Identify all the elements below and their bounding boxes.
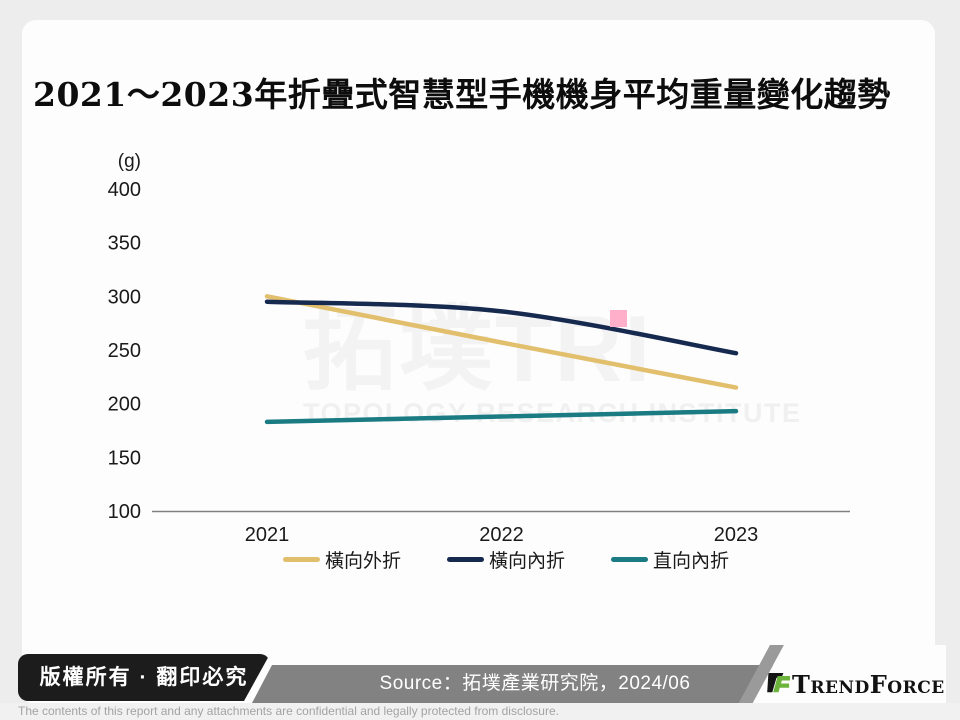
legend-item-outward-horizontal-fold: 橫向外折 <box>283 546 401 573</box>
copyright-bar: 版權所有 · 翻印必究 <box>18 654 270 701</box>
slide-card <box>22 20 935 705</box>
legend-swatch-gold <box>283 557 320 562</box>
trendforce-logo: TrendForce <box>750 645 946 708</box>
disclaimer-strip: The contents of this report and any atta… <box>0 703 960 720</box>
legend-swatch-teal <box>611 557 649 562</box>
source-text: Source：拓墣產業研究院，2024/06 <box>379 673 691 694</box>
legend-label: 橫向外折 <box>325 551 402 572</box>
trendforce-wordmark: TrendForce <box>792 670 945 699</box>
legend-swatch-navy <box>447 557 485 562</box>
legend-label: 直向內折 <box>653 551 730 572</box>
legend-label: 橫向內折 <box>489 551 566 572</box>
pink-highlight-marker <box>610 310 628 328</box>
source-bar: Source：拓墣產業研究院，2024/06 <box>252 665 818 703</box>
page-title: 2021～2023年折疊式智慧型手機機身平均重量變化趨勢 <box>33 75 891 115</box>
legend-item-inward-horizontal-fold: 橫向內折 <box>447 546 565 573</box>
copyright-text: 版權所有 · 翻印必究 <box>39 666 249 689</box>
trendforce-tf-icon <box>767 673 790 693</box>
disclaimer-text: The contents of this report and any atta… <box>18 704 559 718</box>
legend-item-inward-vertical-fold: 直向內折 <box>611 546 729 573</box>
chart-legend: 橫向外折 橫向內折 直向內折 <box>283 546 729 573</box>
